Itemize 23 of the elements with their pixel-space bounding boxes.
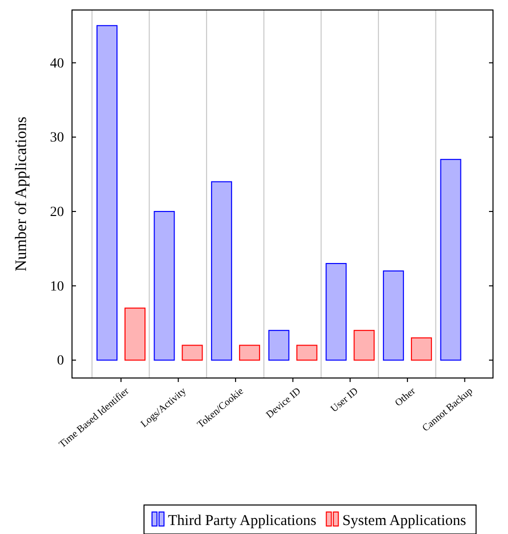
bar: [268, 330, 290, 361]
bar: [382, 270, 404, 361]
bar: [211, 181, 232, 361]
bar: [182, 344, 203, 361]
x-tick-label: User ID: [328, 386, 360, 415]
y-tick-label: 40: [50, 56, 64, 72]
bar: [124, 308, 146, 361]
bar: [354, 330, 375, 361]
y-tick-label: 10: [50, 279, 64, 294]
y-tick-label: 30: [50, 130, 64, 146]
bar: [410, 337, 432, 361]
bar: [440, 158, 462, 361]
x-tick-label: Other: [393, 385, 418, 409]
bar: [96, 25, 118, 361]
y-tick-label: 0: [57, 354, 64, 369]
legend-label: System Applications: [342, 513, 466, 529]
bar: [239, 344, 260, 361]
bar: [326, 263, 347, 361]
legend-label: Third Party Applications: [168, 513, 316, 529]
bar: [296, 344, 318, 361]
y-tick-label: 20: [50, 204, 64, 220]
y-axis-title: Number of Applications: [13, 116, 30, 272]
bar: [154, 210, 175, 361]
